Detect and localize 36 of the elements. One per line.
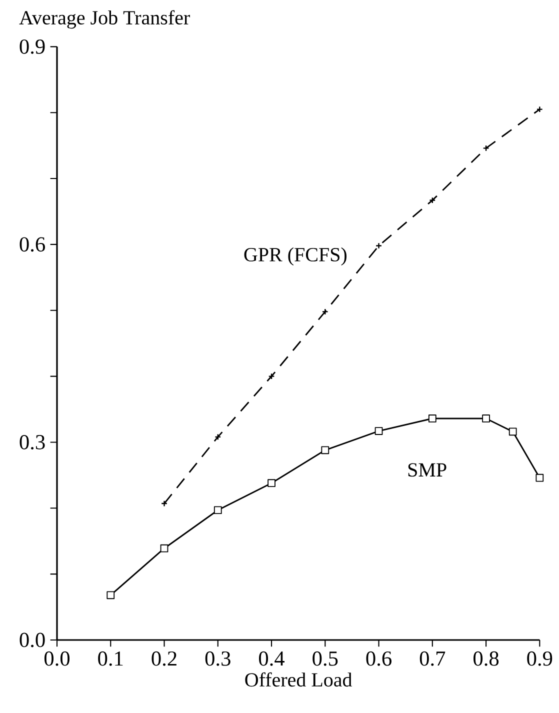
point — [374, 427, 383, 435]
y-tick-label: 0.0 — [20, 632, 45, 648]
series-label: SMP — [408, 463, 446, 477]
x-tick-label: 0.4 — [258, 651, 285, 666]
point — [160, 500, 168, 507]
x-tick-label: 0.6 — [366, 651, 392, 666]
point — [508, 428, 517, 436]
x-axis-title: Offered Load — [245, 672, 352, 687]
point — [322, 308, 328, 315]
x-tick-label: 0.5 — [312, 651, 338, 666]
x-tick-label: 0.3 — [205, 651, 230, 666]
x-tick-label: 0.8 — [474, 651, 499, 666]
y-tick-label: 0.9 — [20, 39, 45, 54]
y-tick-label: 0.3 — [20, 434, 45, 450]
point — [482, 414, 490, 422]
point — [214, 434, 222, 440]
point — [376, 242, 382, 250]
point — [214, 506, 222, 514]
point — [536, 474, 544, 482]
point — [482, 144, 490, 152]
point — [321, 446, 330, 454]
x-tick-label: 0.2 — [152, 651, 176, 666]
series-label: GPR (FCFS) — [244, 247, 346, 266]
point — [428, 414, 436, 422]
y-axis-title: Average Job Transfer — [19, 10, 190, 29]
point — [429, 197, 436, 204]
point — [536, 106, 543, 113]
x-tick-label: 0.0 — [44, 651, 70, 666]
x-tick-label: 0.7 — [420, 651, 446, 666]
point — [106, 591, 115, 600]
x-tick-label: 0.9 — [527, 651, 552, 666]
x-tick-label: 0.1 — [98, 651, 123, 666]
point — [268, 479, 276, 488]
y-tick-label: 0.6 — [20, 237, 45, 252]
point — [268, 373, 275, 380]
point — [160, 544, 168, 552]
